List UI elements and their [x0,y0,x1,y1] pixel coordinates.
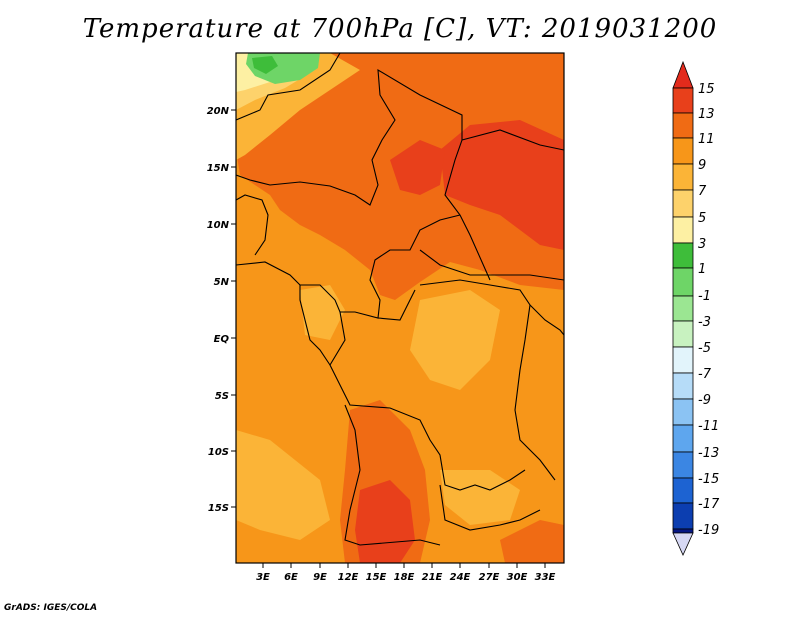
colorbar-label-5: 5 [698,211,706,226]
colorbar-label-m3: -3 [698,315,711,330]
colorbar-label-7: 7 [698,184,707,199]
lat-label-10s: 10S [208,447,229,458]
country-borders [236,53,564,546]
colorbar-label-m7: -7 [698,367,712,382]
lat-label-15n: 15N [207,163,230,174]
colorbar-bin-m11 [672,398,694,426]
lon-label-18e: 18E [394,572,415,583]
shading-11-southeast [500,520,564,563]
colorbar-bin-5 [672,189,694,218]
colorbar-bin-m5 [672,320,694,348]
lat-label-10n: 10N [207,220,230,231]
latitude-axis [231,109,236,508]
colorbar-bin-1 [672,242,694,269]
map-title: Temperature at 700hPa [C], VT: 201903120… [82,14,718,44]
lat-label-5s: 5S [215,391,229,402]
lon-label-21e: 21E [422,572,443,583]
colorbar-label-m13: -13 [698,446,719,461]
colorbar-label-m1: -1 [698,289,711,304]
colorbar-bin-m3 [672,295,694,322]
lat-label-5n: 5N [214,277,230,288]
shading-7-zambia [440,470,520,525]
colorbar-label-11: 11 [698,132,715,147]
lon-label-30e: 30E [507,572,528,583]
colorbar-label-m15: -15 [698,472,719,487]
longitude-axis [262,563,546,568]
colorbar-bin-m13 [672,424,694,453]
colorbar-label-m11: -11 [698,419,719,434]
colorbar-above-triangle [672,60,694,89]
shading-13-east [440,120,564,250]
colorbar-bin-7 [672,163,694,191]
colorbar-bin-m17 [672,477,694,504]
shading-7-central [410,290,500,390]
lon-label-6e: 6E [284,572,298,583]
colorbar-bin-m1 [672,267,694,297]
colorbar-bin-m19 [672,502,694,530]
shading-13-south [355,480,415,563]
lon-label-24e: 24E [450,572,471,583]
colorbar-label-1: 1 [698,262,706,277]
colorbar [672,60,694,556]
shading-3-green [252,56,278,74]
shading-7-angola [236,430,330,540]
colorbar-bin-low [672,528,694,534]
shading-13-central [390,140,445,195]
lat-label-15s: 15S [208,503,229,514]
colorbar-bin-m7 [672,346,694,374]
colorbar-label-m19: -19 [698,523,719,538]
colorbar-label-15: 15 [698,82,715,97]
colorbar-label-m5: -5 [698,341,711,356]
lon-label-33e: 33E [535,572,556,583]
lat-label-eq: EQ [214,334,230,345]
colorbar-label-9: 9 [698,158,706,173]
colorbar-below-triangle [672,532,694,556]
colorbar-bin-11 [672,112,694,139]
colorbar-bin-13 [672,87,694,114]
colorbar-bin-9 [672,137,694,165]
colorbar-bin-3 [672,216,694,244]
colorbar-bin-m9 [672,372,694,400]
plot-frame [235,52,565,564]
lon-label-12e: 12E [338,572,359,583]
grads-credit: GrADS: IGES/COLA [4,603,98,613]
colorbar-label-13: 13 [698,107,715,122]
lon-label-27e: 27E [479,572,500,583]
lat-label-20n: 20N [207,106,230,117]
colorbar-bin-m15 [672,451,694,479]
lon-label-9e: 9E [313,572,327,583]
colorbar-label-3: 3 [698,237,706,252]
lon-label-3e: 3E [256,572,270,583]
lon-label-15e: 15E [366,572,387,583]
colorbar-label-m9: -9 [698,393,711,408]
temperature-field [236,53,564,563]
colorbar-label-m17: -17 [698,497,720,512]
